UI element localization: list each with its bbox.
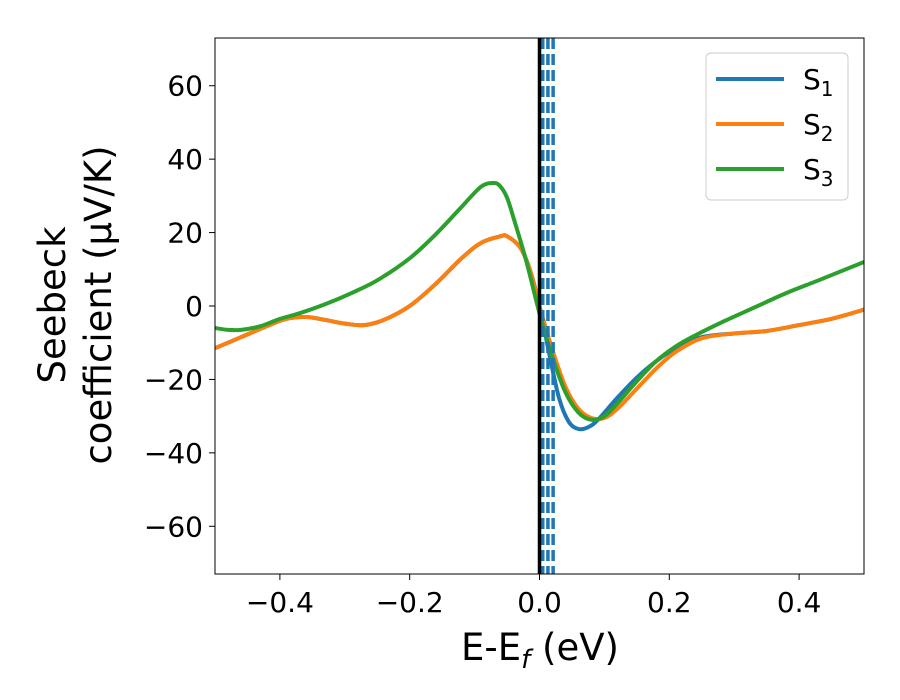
series-line-s3 <box>215 181 864 422</box>
y-tick-label: −40 <box>144 437 203 470</box>
x-tick-label: −0.2 <box>376 586 444 619</box>
y-tick-label: 0 <box>185 290 203 323</box>
y-tick-label: 60 <box>167 70 203 103</box>
x-tick-label: 0.4 <box>777 586 822 619</box>
legend: S1 S2 S3 <box>705 52 849 201</box>
y-tick-label: −20 <box>144 363 203 396</box>
y-axis-ticks: −60 −40 −20 0 20 40 60 <box>144 70 215 543</box>
y-tick-label: −60 <box>144 510 203 543</box>
x-tick-label: 0.2 <box>647 586 692 619</box>
y-axis-title: Seebeck coefficient (μV/K) <box>31 145 120 464</box>
y-tick-label: 40 <box>167 143 203 176</box>
legend-label-s1: S1 <box>803 63 834 101</box>
series-layer <box>215 181 864 432</box>
y-tick-label: 20 <box>167 217 203 250</box>
legend-label-s2: S2 <box>803 108 834 146</box>
y-axis-title-line2: coefficient (μV/K) <box>77 145 120 464</box>
x-tick-label: 0.0 <box>517 586 562 619</box>
legend-label-s3: S3 <box>803 153 834 191</box>
x-axis-title: E-Ef (eV) <box>461 626 619 675</box>
legend-box <box>705 52 849 201</box>
reference-lines <box>537 38 555 574</box>
y-axis-title-line1: Seebeck <box>31 226 74 384</box>
x-axis-ticks: −0.4 −0.2 0.0 0.2 0.4 <box>246 574 821 619</box>
x-tick-label: −0.4 <box>246 586 314 619</box>
